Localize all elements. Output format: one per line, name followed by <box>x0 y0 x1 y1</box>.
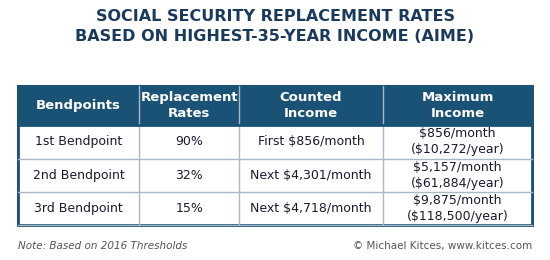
Polygon shape <box>18 192 532 225</box>
Text: Maximum
Income: Maximum Income <box>421 91 494 120</box>
Text: Counted
Income: Counted Income <box>280 91 342 120</box>
Text: $9,875/month
($118,500/year): $9,875/month ($118,500/year) <box>406 194 508 223</box>
Text: 1st Bendpoint: 1st Bendpoint <box>35 135 122 148</box>
Polygon shape <box>18 86 532 125</box>
Polygon shape <box>18 159 532 192</box>
Text: $856/month
($10,272/year): $856/month ($10,272/year) <box>411 127 504 156</box>
Text: 90%: 90% <box>175 135 203 148</box>
Text: Replacement
Rates: Replacement Rates <box>140 91 238 120</box>
Text: 3rd Bendpoint: 3rd Bendpoint <box>34 202 123 215</box>
Text: Bendpoints: Bendpoints <box>36 99 121 112</box>
Text: Note: Based on 2016 Thresholds: Note: Based on 2016 Thresholds <box>18 240 187 251</box>
Text: 2nd Bendpoint: 2nd Bendpoint <box>33 169 124 182</box>
Text: First $856/month: First $856/month <box>257 135 364 148</box>
Text: $5,157/month
($61,884/year): $5,157/month ($61,884/year) <box>411 161 504 190</box>
Text: © Michael Kitces, www.kitces.com: © Michael Kitces, www.kitces.com <box>353 240 532 251</box>
Text: 32%: 32% <box>175 169 203 182</box>
Polygon shape <box>18 125 532 159</box>
Text: Next $4,718/month: Next $4,718/month <box>250 202 372 215</box>
Text: 15%: 15% <box>175 202 203 215</box>
Text: SOCIAL SECURITY REPLACEMENT RATES
BASED ON HIGHEST-35-YEAR INCOME (AIME): SOCIAL SECURITY REPLACEMENT RATES BASED … <box>75 9 475 44</box>
Text: Next $4,301/month: Next $4,301/month <box>250 169 372 182</box>
